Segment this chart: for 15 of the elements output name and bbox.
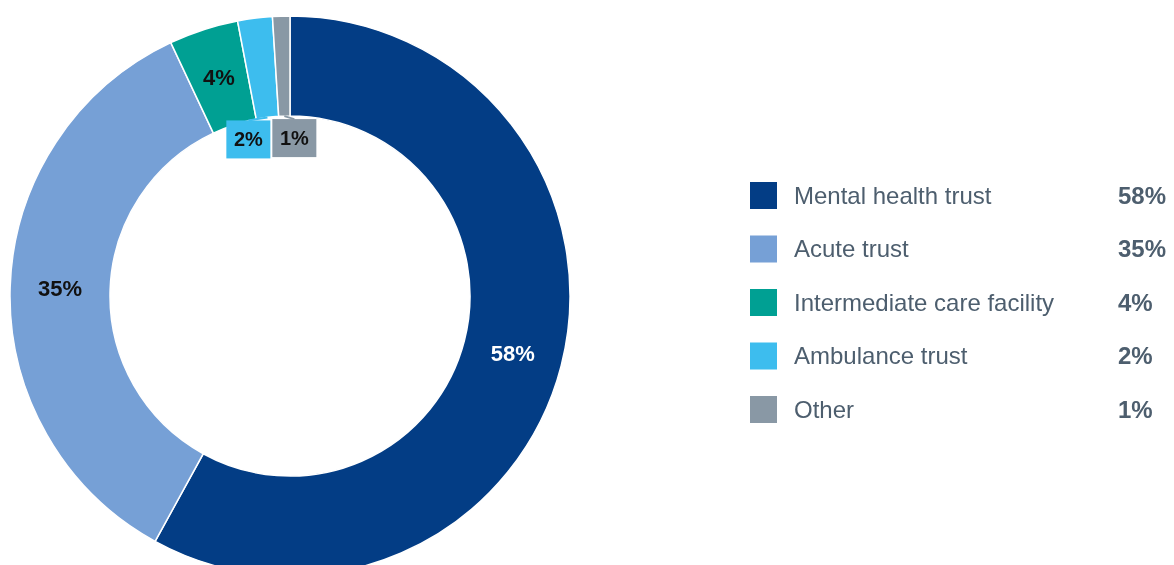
text: 35% <box>1118 235 1167 262</box>
text: 4% <box>1118 288 1153 316</box>
data-label: 2% <box>233 128 264 151</box>
text: 2% <box>1118 342 1153 369</box>
text: 58% <box>1118 181 1167 209</box>
data-label: 1% <box>279 127 310 150</box>
text: 1% <box>1118 395 1153 423</box>
legend-label: Mental health trust <box>794 181 992 209</box>
legend-label: Ambulance trust <box>794 342 968 369</box>
legend-label: Other <box>794 395 855 423</box>
data-label: 35% <box>38 276 83 302</box>
legend-label: Acute trust <box>794 235 910 262</box>
legend-label: Intermediate care facility <box>794 288 1055 316</box>
data-label: 58% <box>490 340 535 366</box>
data-label: 4% <box>203 64 235 90</box>
